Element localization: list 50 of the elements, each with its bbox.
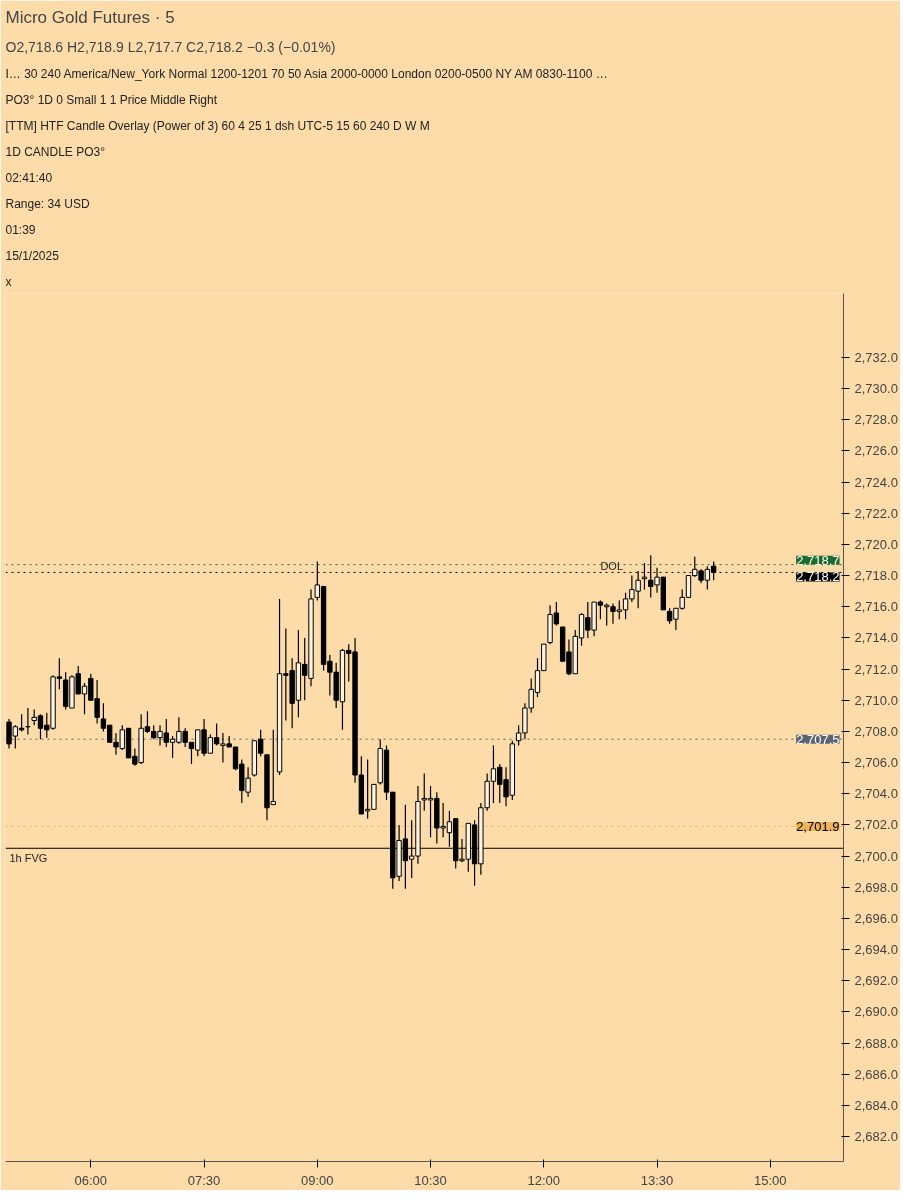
y-tick-label: 2,718.0 [854,568,898,584]
x-tick-label: 07:30 [187,1172,221,1188]
y-tick-label: 2,700.0 [854,848,898,864]
text: [TTM] HTF Candle Overlay (Power of 3) 60 4 25 1 dsh UTC-5 15 60 240 D W M [5,118,430,133]
x-tick-label: 06:00 [74,1172,108,1188]
y-tick-label: 2,690.0 [854,1004,898,1020]
y-tick-label: 2,688.0 [854,1035,898,1051]
ref-line-label: 2,718.7 [796,552,840,568]
y-tick-label: 2,698.0 [854,879,898,895]
ref-line-label: 1h FVG [9,852,48,865]
ref-line-label: 2,718.2 [796,569,840,585]
text: x [5,274,12,289]
chart-title: Micro Gold Futures · 5 [5,7,175,27]
text: 1D CANDLE PO3° [5,144,106,159]
x-tick-label: 15:00 [754,1172,787,1188]
ref-line-label: 2,701.9 [796,818,840,834]
y-tick-label: 2,712.0 [854,661,898,677]
y-tick-label: 2,702.0 [854,817,898,833]
annotation: DOL [600,560,624,573]
y-tick-label: 2,720.0 [854,536,898,552]
x-tick-label: 12:00 [527,1172,561,1188]
y-tick-label: 2,682.0 [854,1129,898,1145]
chart-subtitle: O2,718.6 H2,718.9 L2,717.7 C2,718.2 −0.3 (−0.01%) [5,38,336,55]
text: PO3° 1D 0 Small 1 1 Price Middle Right [5,92,218,107]
y-tick-label: 2,696.0 [854,910,898,926]
y-tick-label: 2,722.0 [854,505,898,521]
x-tick-label: 10:30 [414,1172,447,1188]
text: 15/1/2025 [5,248,60,263]
y-tick-label: 2,728.0 [854,412,898,428]
y-tick-label: 2,714.0 [854,630,898,646]
x-tick-label: 09:00 [301,1172,334,1188]
y-tick-label: 2,732.0 [854,349,898,365]
y-tick-label: 2,704.0 [854,786,898,802]
text: I… 30 240 America/New_York Normal 1200-1201 70 50 Asia 2000-0000 London 0200-0500 NY AM 0830-1100 … [5,66,608,81]
ref-line-label: 2,707.5 [796,731,840,747]
y-tick-label: 2,706.0 [854,755,898,771]
y-tick-label: 2,726.0 [854,443,898,459]
y-tick-label: 2,710.0 [854,692,898,708]
y-tick-label: 2,686.0 [854,1066,898,1082]
text: Range: 34 USD [5,196,90,211]
y-tick-label: 2,692.0 [854,973,898,989]
y-tick-label: 2,724.0 [854,474,898,490]
text: 02:41:40 [5,170,53,185]
y-tick-label: 2,684.0 [854,1097,898,1113]
y-tick-label: 2,716.0 [854,599,898,615]
y-tick-label: 2,694.0 [854,942,898,958]
y-tick-label: 2,708.0 [854,723,898,739]
x-tick-label: 13:30 [640,1172,674,1188]
y-tick-label: 2,730.0 [854,381,898,397]
text: 01:39 [5,222,36,237]
